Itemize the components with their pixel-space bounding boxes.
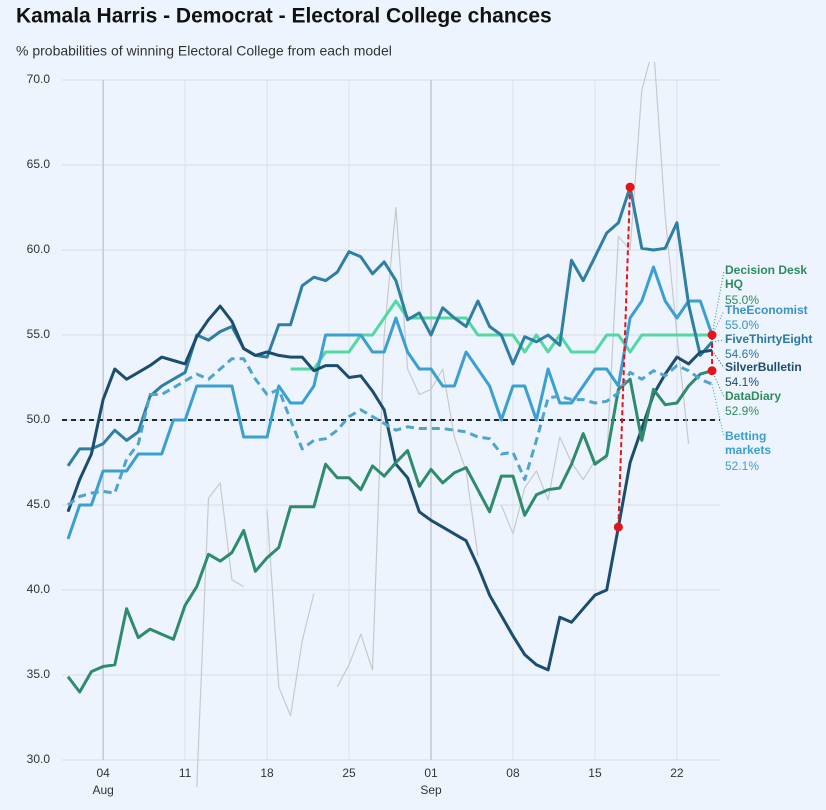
y-tick-label: 60.0 (27, 242, 51, 256)
y-tick-label: 55.0 (27, 327, 51, 341)
highlight-dot (625, 182, 635, 192)
y-tick-label: 65.0 (27, 157, 51, 171)
legend-label: TheEconomist (725, 303, 808, 317)
series-line (66, 185, 714, 467)
series-line (66, 265, 714, 540)
x-group-label: Aug (92, 783, 113, 797)
chart-title: Kamala Harris - Democrat - Electoral Col… (16, 5, 552, 28)
x-tick-label: 04 (96, 766, 110, 780)
x-tick-label: 22 (670, 766, 684, 780)
value-label: 52.9% (725, 404, 760, 418)
legend-label: FiveThirtyEight (725, 332, 813, 346)
series-line (66, 369, 713, 694)
series-line (66, 304, 713, 672)
value-label: 55.0% (725, 293, 760, 307)
y-tick-label: 50.0 (27, 412, 51, 426)
leader-line (711, 384, 725, 438)
highlight-dot (613, 522, 623, 532)
series-line (67, 357, 713, 507)
y-tick-label: 30.0 (27, 752, 51, 766)
series-line (196, 62, 690, 788)
value-label: 52.1% (725, 459, 760, 473)
x-tick-label: 11 (179, 766, 192, 780)
highlight-line (617, 187, 632, 528)
leader-line (711, 270, 725, 336)
x-tick-label: 18 (260, 766, 274, 780)
y-tick-label: 70.0 (27, 72, 51, 86)
value-label: 54.1% (725, 375, 760, 389)
legend-label: Decision Desk HQ (725, 263, 808, 291)
x-group-label: Sep (420, 783, 442, 797)
value-label: 55.0% (725, 318, 760, 332)
leader-line (711, 350, 725, 369)
plot (66, 62, 714, 788)
highlight-dot (707, 330, 717, 340)
chart-subtitle: % probabilities of winning Electoral Col… (16, 43, 392, 59)
y-tick-label: 40.0 (27, 582, 51, 596)
x-tick-label: 08 (506, 766, 520, 780)
leader-line (711, 370, 725, 398)
x-tick-label: 25 (342, 766, 356, 780)
y-tick-label: 45.0 (27, 497, 51, 511)
y-tick-label: 35.0 (27, 667, 51, 681)
value-label: 54.6% (725, 347, 760, 361)
leader-line (711, 339, 725, 343)
legend-label: DataDiary (725, 389, 782, 403)
legend-label: Betting markets (725, 429, 772, 457)
x-tick-label: 15 (588, 766, 602, 780)
legend-label: SilverBulletin (725, 360, 802, 374)
x-tick-label: 01 (424, 766, 438, 780)
highlight-dot (707, 366, 717, 376)
